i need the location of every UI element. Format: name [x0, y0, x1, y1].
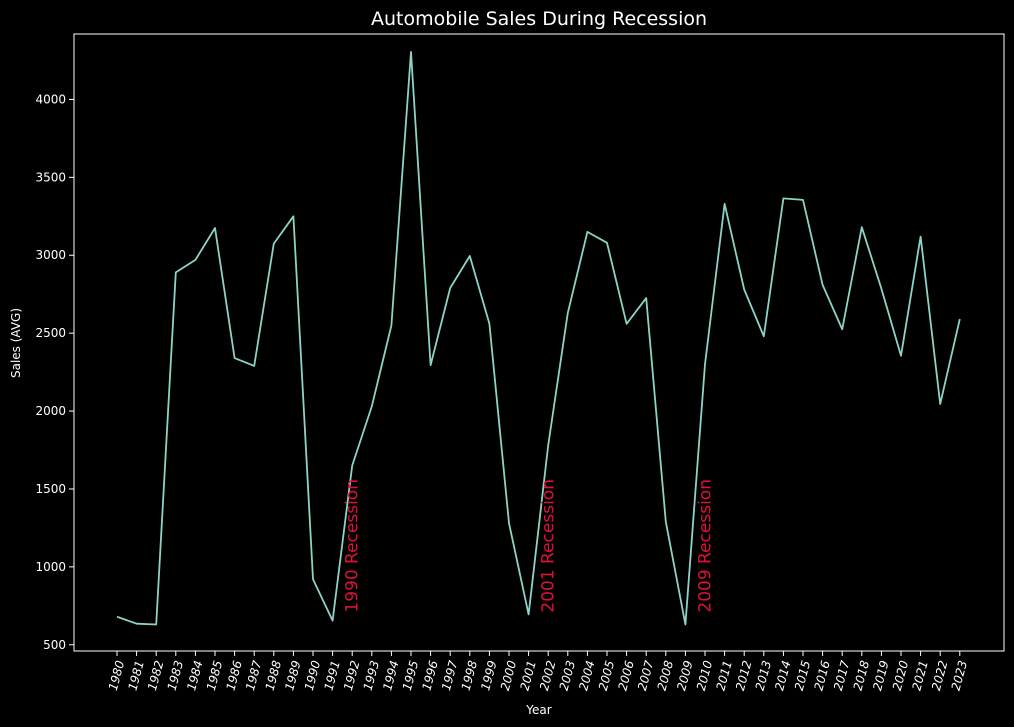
sales-series-line [116, 51, 961, 626]
recession-annotations: 1990 Recession 2001 Recession 2009 Recessi… [343, 479, 716, 613]
y-tick-label: 2000 [35, 404, 66, 418]
y-tick-label: 3000 [35, 248, 66, 262]
recession-annotation: 1990 Recession [343, 479, 363, 613]
plot-frame [73, 33, 1005, 652]
y-tick-label: 2500 [35, 326, 66, 340]
x-axis-label: Year [525, 703, 551, 717]
y-tick-label: 500 [43, 638, 66, 652]
y-axis-ticks: 500 1000 1500 2000 2500 3000 3500 4000 [35, 92, 74, 652]
y-tick-label: 3500 [35, 170, 66, 184]
recession-annotation: 2009 Recession [695, 479, 715, 613]
y-tick-label: 1000 [35, 560, 66, 574]
recession-annotation: 2001 Recession [539, 479, 559, 613]
y-axis-label: Sales (AVG) [9, 308, 23, 378]
y-tick-label: 4000 [35, 92, 66, 106]
x-axis-ticks: 1980198119821983198419851986198719881989… [106, 651, 970, 692]
chart-title: Automobile Sales During Recession [371, 8, 707, 30]
y-tick-label: 1500 [35, 482, 66, 496]
